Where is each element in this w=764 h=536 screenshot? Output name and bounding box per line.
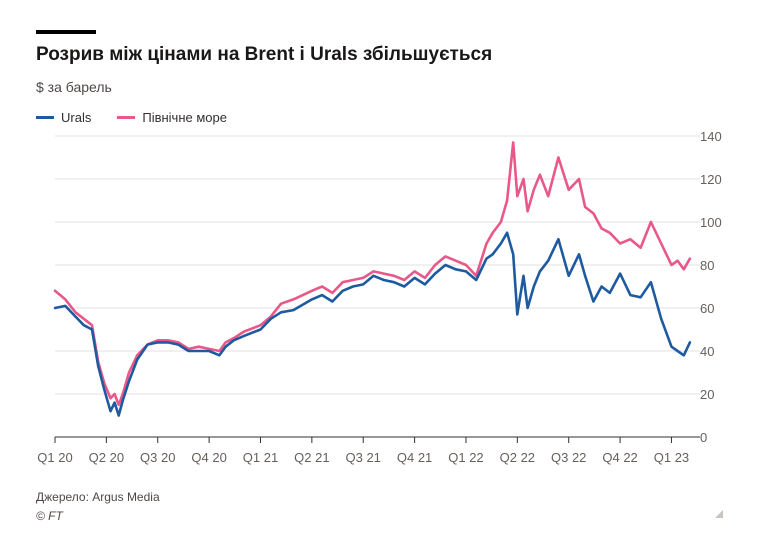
x-tick-label: Q1 23	[654, 450, 689, 465]
x-tick-label: Q1 22	[448, 450, 483, 465]
legend-swatch-north-sea	[117, 116, 136, 119]
y-tick-label: 20	[700, 387, 714, 402]
gridlines	[55, 135, 700, 395]
x-tick-label: Q4 22	[602, 450, 637, 465]
y-tick-label: 140	[700, 129, 722, 144]
legend-label-urals: Urals	[61, 110, 92, 125]
chart-subtitle: $ за барель	[36, 79, 112, 95]
copyright: © FT	[36, 509, 63, 523]
x-tick-label: Q4 20	[191, 450, 226, 465]
x-tick-label: Q4 21	[397, 450, 432, 465]
y-tick-label: 40	[700, 344, 714, 359]
x-tick-label: Q3 20	[140, 450, 175, 465]
y-tick-label: 80	[700, 258, 714, 273]
legend-item-urals: Urals	[36, 110, 91, 125]
x-tick-label: Q1 21	[243, 450, 278, 465]
legend-label-north-sea: Північне море	[142, 110, 227, 125]
y-tick-label: 60	[700, 301, 714, 316]
y-tick-label: 100	[700, 215, 722, 230]
y-tick-label: 0	[700, 430, 707, 445]
ft-brand-bar	[36, 30, 96, 34]
chart-title: Розрив між цінами на Brent і Urals збіль…	[36, 44, 493, 65]
x-tick-label: Q3 22	[551, 450, 586, 465]
x-axis: Q1 20 Q2 20 Q3 20 Q4 20 Q1 21 Q2 21 Q3 21 Q4 21…	[37, 436, 700, 465]
x-tick-label: Q2 21	[294, 450, 329, 465]
series-line-urals	[53, 231, 692, 417]
series-lines	[53, 141, 692, 417]
legend: Urals Північне море	[36, 110, 253, 125]
x-tick-label: Q1 20	[37, 450, 72, 465]
resize-corner-icon	[715, 510, 723, 518]
legend-item-north-sea: Північне море	[117, 110, 227, 125]
x-tick-label: Q3 21	[346, 450, 381, 465]
x-tick-label: Q2 22	[500, 450, 535, 465]
y-tick-label: 120	[700, 172, 722, 187]
source-note: Джерело: Argus Media	[36, 490, 160, 504]
legend-swatch-urals	[36, 116, 54, 119]
x-tick-label: Q2 20	[89, 450, 124, 465]
series-line-north-sea	[53, 141, 692, 407]
y-axis-ticks: 0 20 40 60 80 100 120 140	[700, 129, 722, 445]
